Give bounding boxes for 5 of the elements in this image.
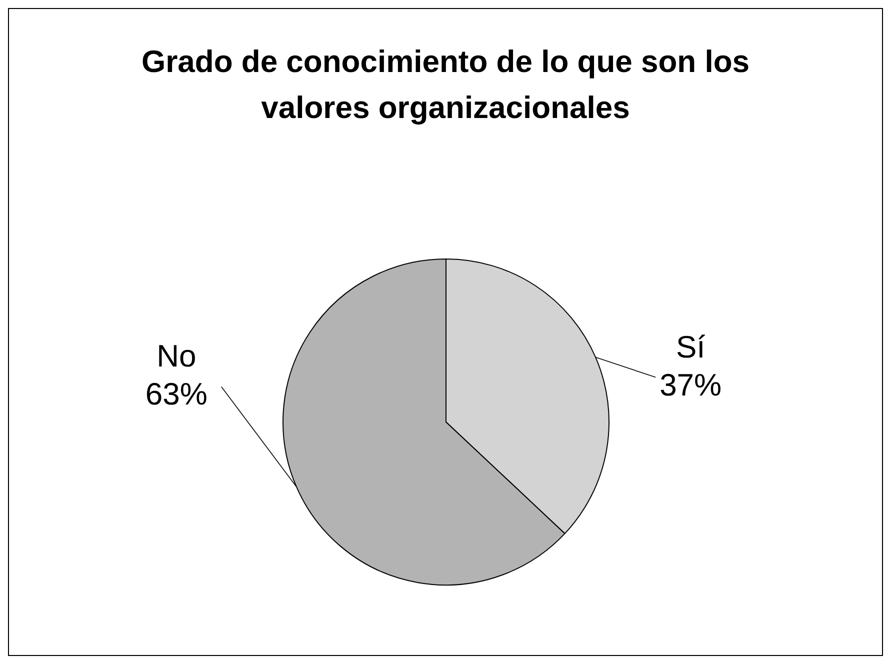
data-label: 37% xyxy=(660,367,722,402)
data-label: 63% xyxy=(145,376,208,412)
chart-title: Grado de conocimiento de lo que son los valores organizacionales xyxy=(140,43,750,127)
slice-label: No xyxy=(156,338,196,374)
slice-label: Sí xyxy=(676,329,706,364)
